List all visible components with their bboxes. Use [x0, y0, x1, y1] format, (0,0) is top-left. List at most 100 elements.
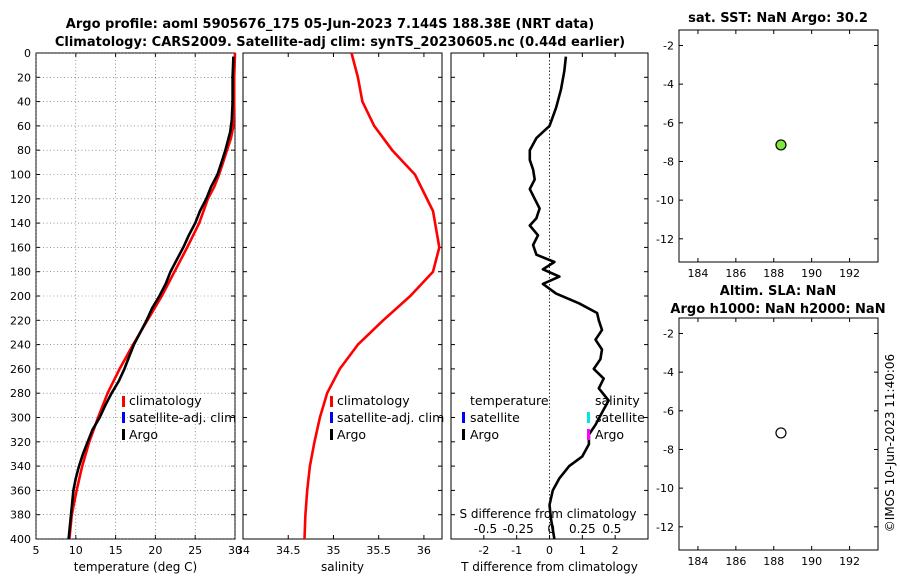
- y-tick-label: 60: [17, 120, 31, 133]
- legend-swatch-argo: [122, 429, 125, 440]
- x-tick-label: 34: [236, 544, 250, 557]
- legend-label-climatology: climatology: [129, 393, 202, 408]
- y-tick-label: 180: [10, 266, 31, 279]
- x-tick-label: 34.5: [276, 544, 301, 557]
- y-tick-label: 240: [10, 339, 31, 352]
- y-tick-label: 40: [17, 96, 31, 109]
- legend-label-satellite: satellite-adj. clim: [337, 410, 444, 425]
- y-tick-label: 260: [10, 363, 31, 376]
- y-tick-label: 120: [10, 193, 31, 206]
- y-tick-label: 360: [10, 484, 31, 497]
- y-tick-label: 80: [17, 144, 31, 157]
- x-tick-label: 1: [579, 544, 586, 557]
- y-tick-label: -6: [663, 117, 674, 130]
- y-tick-label: 220: [10, 314, 31, 327]
- secondary-tick-label: 0: [547, 522, 555, 536]
- salinity-legend: climatology satellite-adj. clim Argo: [330, 393, 444, 442]
- x-tick-label: 184: [687, 555, 708, 568]
- altim-title-line2: Argo h1000: NaN h2000: NaN: [670, 302, 885, 317]
- axes-box: [678, 317, 879, 551]
- legend-heading-temperature: temperature: [470, 393, 549, 408]
- x-tick-label: 30: [228, 544, 242, 557]
- y-tick-label: -4: [663, 366, 674, 379]
- legend-label-argo: Argo: [337, 427, 366, 442]
- legend-swatch-t-argo: [462, 429, 465, 440]
- y-tick-label: -10: [656, 194, 674, 207]
- y-tick-label: -8: [663, 155, 674, 168]
- y-tick-label: 280: [10, 387, 31, 400]
- y-tick-label: 20: [17, 71, 31, 84]
- y-tick-label: 160: [10, 241, 31, 254]
- altim-title-line1: Altim. SLA: NaN: [720, 284, 836, 299]
- secondary-axis-label: S difference from climatology: [460, 507, 637, 521]
- data-point: [775, 139, 787, 151]
- legend-swatch-satellite: [330, 412, 333, 423]
- temperature-panel: 5 10 15 20 25 3002040608010012014016018020022…: [10, 47, 242, 574]
- main-title-line2: Climatology: CARS2009. Satellite-adj cli…: [55, 35, 625, 50]
- y-tick-label: 320: [10, 436, 31, 449]
- legend-label-argo: Argo: [129, 427, 158, 442]
- x-tick-label: 186: [725, 555, 746, 568]
- x-tick-label: 36: [417, 544, 431, 557]
- axes-box: [678, 29, 879, 263]
- x-axis-label: salinity: [321, 560, 364, 574]
- axes-box: [242, 52, 443, 540]
- axes-box: [35, 52, 236, 540]
- x-tick-label: 188: [763, 555, 784, 568]
- x-tick-label: 0: [546, 544, 553, 557]
- legend-label-t-satellite: satellite: [470, 410, 520, 425]
- x-tick-label: 2: [612, 544, 619, 557]
- temperature-legend: climatology satellite-adj. clim Argo: [122, 393, 236, 442]
- legend-swatch-climatology: [122, 396, 125, 407]
- y-tick-label: 140: [10, 217, 31, 230]
- y-tick-label: -10: [656, 482, 674, 495]
- y-tick-label: -2: [663, 327, 674, 340]
- legend-heading-salinity: salinity: [595, 393, 640, 408]
- x-tick-label: 188: [763, 267, 784, 280]
- y-tick-label: 100: [10, 169, 31, 182]
- x-axis-label: temperature (deg C): [74, 560, 197, 574]
- secondary-tick-label: -0.25: [503, 522, 534, 536]
- x-tick-label: 35: [326, 544, 340, 557]
- x-tick-label: 186: [725, 267, 746, 280]
- timestamp-label: ©IMOS 10-Jun-2023 11:40:06: [883, 354, 897, 532]
- series-line-t-difference-argo-: [528, 56, 610, 540]
- y-tick-label: -2: [663, 39, 674, 52]
- legend-label-s-argo: Argo: [595, 427, 624, 442]
- x-tick-label: 190: [801, 555, 822, 568]
- y-tick-label: 200: [10, 290, 31, 303]
- y-tick-label: 300: [10, 412, 31, 425]
- x-tick-label: 35.5: [366, 544, 391, 557]
- x-tick-label: -2: [478, 544, 489, 557]
- y-tick-label: -4: [663, 78, 674, 91]
- y-tick-label: 380: [10, 509, 31, 522]
- altim-position-panel: 184 186 188 190 192 -2 -4 -6 -8 -10 -12: [656, 317, 879, 568]
- legend-swatch-satellite: [122, 412, 125, 423]
- y-tick-label: 340: [10, 460, 31, 473]
- legend-swatch-s-satellite: [587, 412, 590, 423]
- y-tick-label: -12: [656, 521, 674, 534]
- series-line-argo: [67, 56, 235, 540]
- series-line-climatology: [68, 52, 237, 540]
- legend-swatch-s-argo: [587, 429, 590, 440]
- legend-label-satellite: satellite-adj. clim: [129, 410, 236, 425]
- y-tick-label: 400: [10, 533, 31, 546]
- secondary-tick-label: 0.5: [602, 522, 621, 536]
- legend-label-s-satellite: satellite: [595, 410, 645, 425]
- x-tick-label: 192: [839, 267, 860, 280]
- x-tick-label: 10: [69, 544, 83, 557]
- x-tick-label: -1: [511, 544, 522, 557]
- sst-title: sat. SST: NaN Argo: 30.2: [688, 11, 868, 26]
- secondary-tick-label: 0.25: [569, 522, 596, 536]
- legend-swatch-t-satellite: [462, 412, 465, 423]
- x-tick-label: 15: [109, 544, 123, 557]
- series-line-climatology: [303, 52, 441, 540]
- legend-label-t-argo: Argo: [470, 427, 499, 442]
- data-point: [775, 427, 787, 439]
- sst-position-panel: 184 186 188 190 192 -2 -4 -6 -8 -10 -12: [656, 29, 879, 280]
- x-tick-label: 20: [148, 544, 162, 557]
- y-tick-label: -6: [663, 405, 674, 418]
- y-tick-label: 0: [24, 47, 31, 60]
- difference-legend: temperature satellite Argo salinity sate…: [462, 393, 645, 442]
- secondary-tick-label: -0.5: [474, 522, 497, 536]
